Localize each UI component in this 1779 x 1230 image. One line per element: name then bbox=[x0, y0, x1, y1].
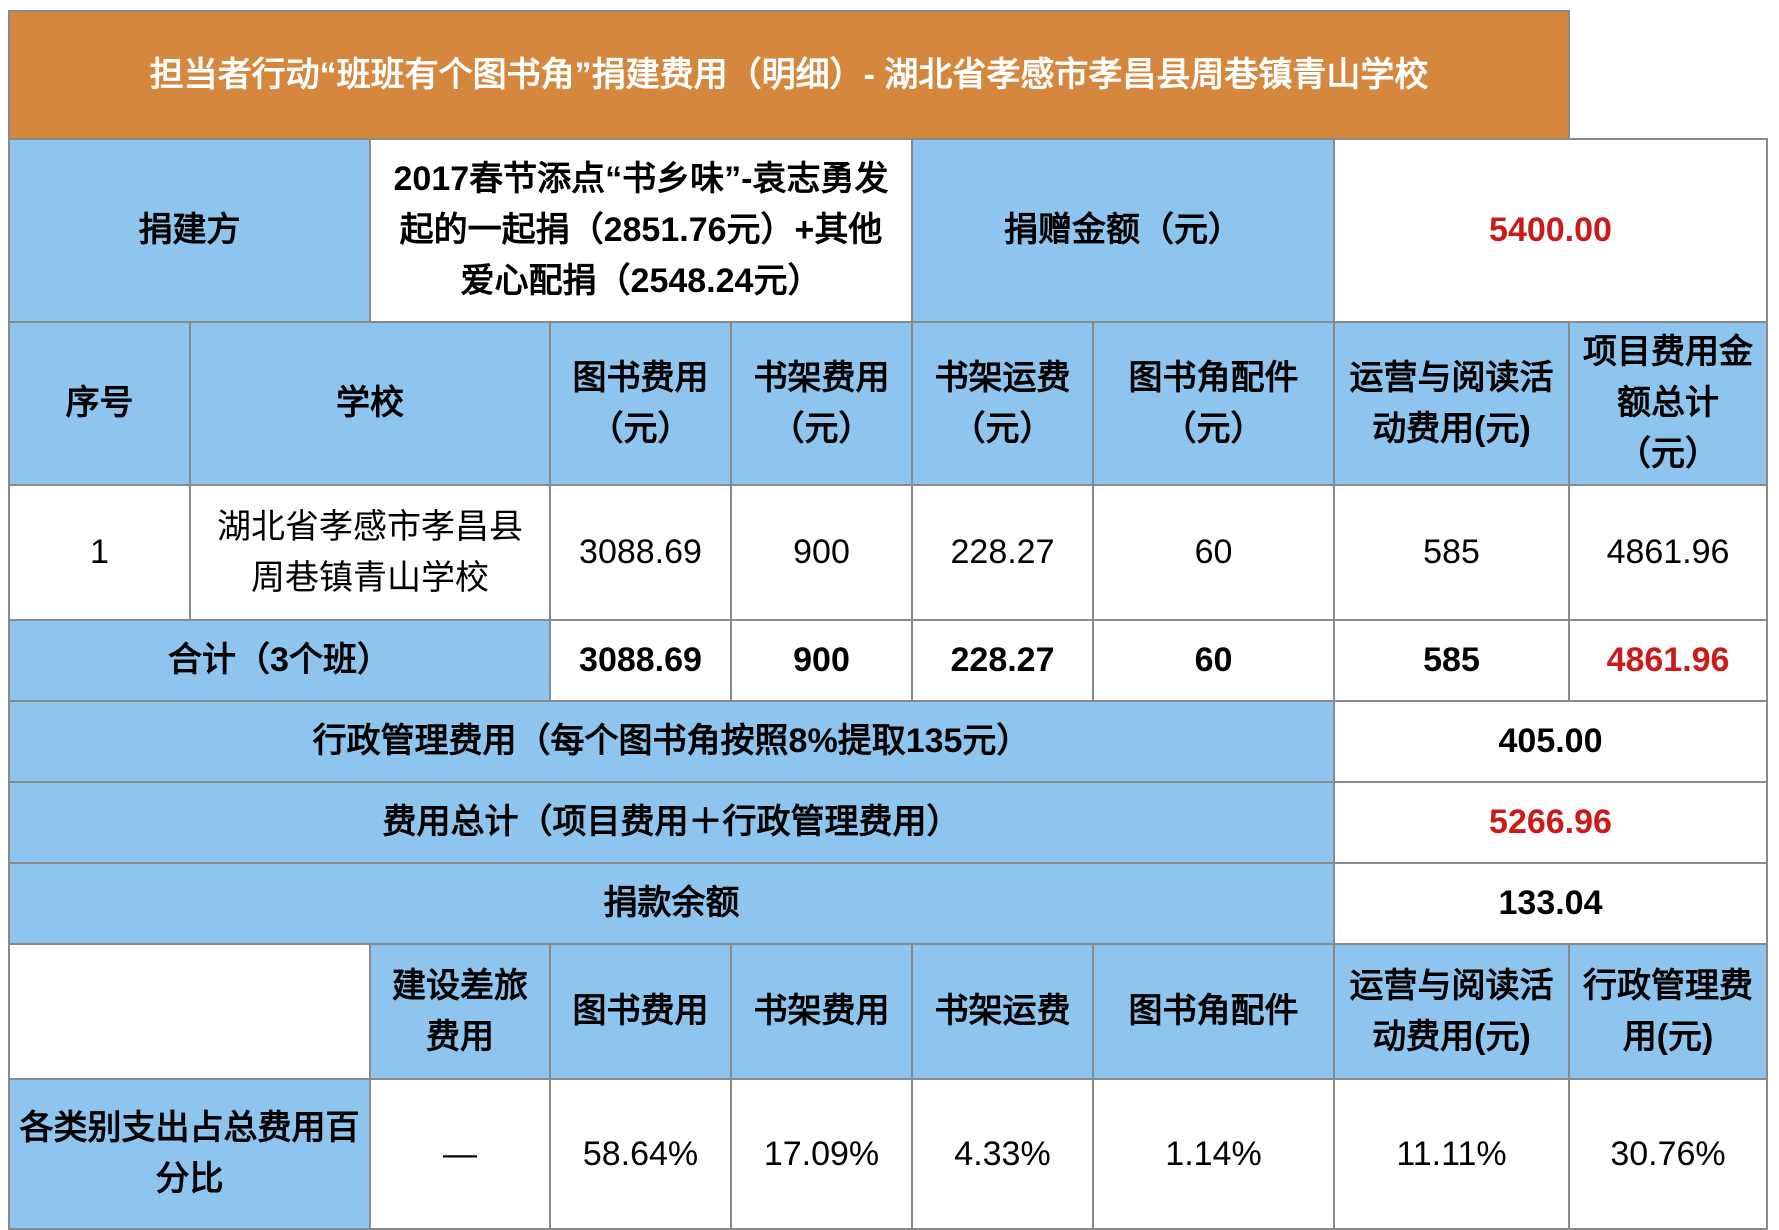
pct-shelf: 17.09% bbox=[730, 1078, 913, 1230]
grand-total-label: 费用总计（项目费用＋行政管理费用） bbox=[8, 781, 1335, 864]
header-shelf: 书架费用（元） bbox=[730, 321, 913, 486]
pct-admin: 30.76% bbox=[1568, 1078, 1768, 1230]
subtotal-shipping: 228.27 bbox=[911, 619, 1094, 702]
page-title: 担当者行动“班班有个图书角”捐建费用（明细）- 湖北省孝感市孝昌县周巷镇青山学校 bbox=[7, 10, 1571, 140]
row-shipping: 228.27 bbox=[911, 484, 1094, 621]
header-shipping: 书架运费（元） bbox=[911, 321, 1094, 486]
header-operation: 运营与阅读活动费用(元) bbox=[1332, 321, 1571, 486]
pct-header-operation: 运营与阅读活动费用(元) bbox=[1332, 943, 1571, 1080]
row-shelf: 900 bbox=[730, 484, 913, 621]
subtotal-row: 合计（3个班） 3088.69 900 228.27 60 585 4861.9… bbox=[8, 619, 1768, 702]
header-books: 图书费用（元） bbox=[549, 321, 732, 486]
admin-fee-label: 行政管理费用（每个图书角按照8%提取135元） bbox=[8, 700, 1335, 783]
header-index: 序号 bbox=[8, 321, 191, 486]
pct-header-shipping: 书架运费 bbox=[911, 943, 1094, 1080]
balance-value: 133.04 bbox=[1333, 862, 1768, 945]
row-accessories: 60 bbox=[1092, 484, 1335, 621]
balance-label: 捐款余额 bbox=[8, 862, 1335, 945]
pct-shipping: 4.33% bbox=[911, 1078, 1094, 1230]
row-index: 1 bbox=[8, 484, 191, 621]
pct-header-shelf: 书架费用 bbox=[730, 943, 913, 1080]
donation-amount-label: 捐赠金额（元） bbox=[911, 138, 1335, 323]
pct-row: 各类别支出占总费用百分比 — 58.64% 17.09% 4.33% 1.14%… bbox=[8, 1078, 1768, 1230]
header-school: 学校 bbox=[189, 321, 551, 486]
subtotal-project-total: 4861.96 bbox=[1568, 619, 1768, 702]
donation-amount-value: 5400.00 bbox=[1333, 138, 1768, 323]
pct-books: 58.64% bbox=[549, 1078, 732, 1230]
pct-row-label: 各类别支出占总费用百分比 bbox=[8, 1078, 371, 1230]
pct-accessories: 1.14% bbox=[1092, 1078, 1335, 1230]
pct-header-blank bbox=[8, 943, 371, 1080]
row-school: 湖北省孝感市孝昌县周巷镇青山学校 bbox=[189, 484, 551, 621]
donor-value: 2017春节添点“书乡味”-袁志勇发起的一起捐（2851.76元）+其他爱心配捐… bbox=[369, 138, 913, 323]
header-project-total: 项目费用金额总计（元） bbox=[1568, 321, 1768, 486]
pct-header-travel: 建设差旅费用 bbox=[369, 943, 551, 1080]
subtotal-accessories: 60 bbox=[1092, 619, 1335, 702]
pct-header-admin: 行政管理费用(元) bbox=[1568, 943, 1768, 1080]
admin-fee-value: 405.00 bbox=[1333, 700, 1768, 783]
subtotal-operation: 585 bbox=[1332, 619, 1571, 702]
grand-total-value: 5266.96 bbox=[1333, 781, 1768, 864]
pct-operation: 11.11% bbox=[1332, 1078, 1571, 1230]
row-operation: 585 bbox=[1332, 484, 1571, 621]
donation-detail-table: 担当者行动“班班有个图书角”捐建费用（明细）- 湖北省孝感市孝昌县周巷镇青山学校… bbox=[7, 10, 1768, 1230]
row-project-total: 4861.96 bbox=[1568, 484, 1768, 621]
donor-label: 捐建方 bbox=[8, 138, 371, 323]
row-books: 3088.69 bbox=[549, 484, 732, 621]
subtotal-label: 合计（3个班） bbox=[8, 619, 551, 702]
pct-travel: — bbox=[369, 1078, 551, 1230]
subtotal-shelf: 900 bbox=[730, 619, 913, 702]
table-row: 1 湖北省孝感市孝昌县周巷镇青山学校 3088.69 900 228.27 60… bbox=[8, 484, 1768, 621]
pct-header-accessories: 图书角配件 bbox=[1092, 943, 1335, 1080]
pct-header-books: 图书费用 bbox=[549, 943, 732, 1080]
subtotal-books: 3088.69 bbox=[549, 619, 732, 702]
header-accessories: 图书角配件（元） bbox=[1092, 321, 1335, 486]
